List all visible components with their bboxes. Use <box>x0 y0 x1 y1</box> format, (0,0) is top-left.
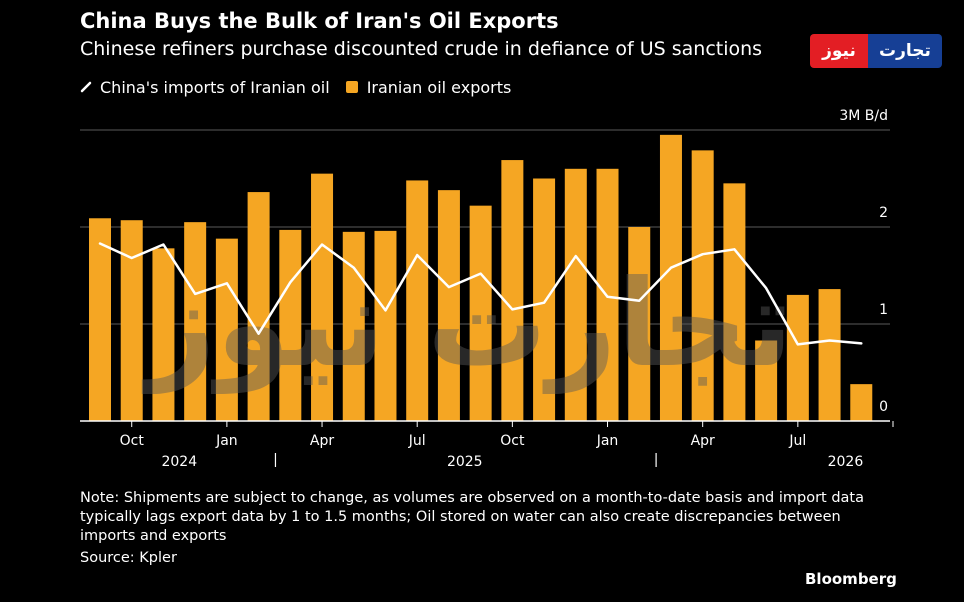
x-tick-label-4: Oct <box>500 433 525 449</box>
bar-export-2024-08 <box>120 220 143 421</box>
bar-export-2025-12 <box>628 227 651 421</box>
publisher-logo: نیوز تجارت <box>810 34 942 68</box>
bar-export-2025-02 <box>311 173 334 421</box>
chart-legend: China's imports of Iranian oil Iranian o… <box>80 76 511 98</box>
bar-export-2024-10 <box>184 222 207 421</box>
bar-export-2025-09 <box>533 178 556 421</box>
chart-source: Source: Kpler <box>80 550 177 566</box>
bar-export-2026-03 <box>723 183 746 421</box>
bar-series-swatch-icon <box>345 81 358 93</box>
bar-export-2025-05 <box>406 180 429 421</box>
y-tick-label-2: 2 <box>879 205 888 221</box>
legend-item-iran-exports: Iranian oil exports <box>345 77 512 97</box>
x-tick-label-1: Jan <box>215 433 238 449</box>
year-label-2026: 2026 <box>828 454 864 470</box>
bar-export-2025-08 <box>501 160 524 421</box>
legend-label-iran-exports: Iranian oil exports <box>366 77 512 97</box>
x-tick-label-5: Jan <box>596 433 619 449</box>
legend-label-china-imports: China's imports of Iranian oil <box>100 77 330 97</box>
y-tick-label-0: 0 <box>879 399 888 415</box>
publisher-logo-blue-part: تجارت <box>868 34 942 68</box>
bar-export-2026-02 <box>691 150 714 421</box>
bar-export-2024-12 <box>247 192 270 421</box>
bar-export-2024-07 <box>89 218 111 421</box>
line-series-icon <box>80 81 92 93</box>
bar-export-2026-01 <box>659 134 682 421</box>
bar-export-2025-06 <box>437 190 460 421</box>
bar-export-2026-05 <box>786 294 809 421</box>
chart-plot: 0 1 2 3M B/d تجارت نیوز Oct Jan Apr Jul Oct Jan Apr… <box>80 108 894 470</box>
watermark-logo: تجارت نیوز <box>142 255 793 394</box>
year-label-2024: 2024 <box>161 454 197 470</box>
x-tick-label-7: Jul <box>788 433 806 449</box>
chart-subtitle: Chinese refiners purchase discounted cru… <box>80 38 763 60</box>
bar-export-2026-06 <box>818 289 841 421</box>
legend-item-china-imports: China's imports of Iranian oil <box>80 78 330 97</box>
bar-export-2026-07 <box>850 384 873 421</box>
bar-export-2025-10 <box>564 168 587 421</box>
publisher-logo-red-part: نیوز <box>810 34 868 68</box>
bar-export-2025-01 <box>279 229 302 421</box>
x-tick-label-6: Apr <box>691 433 715 449</box>
x-tick-label-0: Oct <box>120 433 145 449</box>
y-unit-label: 3M B/d <box>839 108 888 124</box>
year-label-2025: 2025 <box>447 454 483 470</box>
y-tick-label-1: 1 <box>879 302 888 318</box>
bar-export-2026-04 <box>755 340 778 421</box>
bar-export-2024-09 <box>152 248 175 421</box>
bloomberg-logo: Bloomberg <box>805 570 897 588</box>
chart-note: Note: Shipments are subject to change, a… <box>80 490 865 544</box>
x-tick-label-3: Jul <box>408 433 426 449</box>
bar-export-2025-04 <box>374 230 397 421</box>
bar-export-2025-07 <box>469 205 492 421</box>
x-tick-label-2: Apr <box>310 433 334 449</box>
bar-export-2025-03 <box>342 231 365 421</box>
chart-title: China Buys the Bulk of Iran's Oil Export… <box>80 9 559 33</box>
